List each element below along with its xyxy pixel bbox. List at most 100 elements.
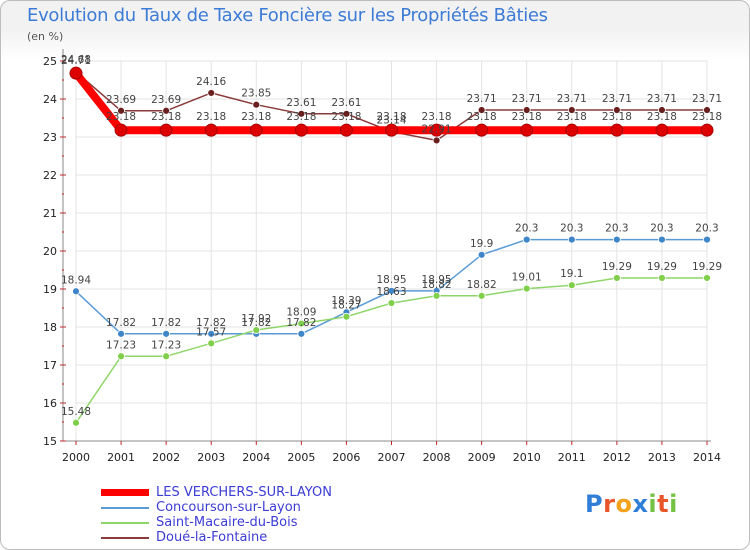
data-point xyxy=(522,284,531,293)
data-point xyxy=(567,281,576,290)
data-label: 20.3 xyxy=(650,223,673,235)
data-label: 23.71 xyxy=(692,93,722,105)
y-tick-label: 15 xyxy=(43,435,57,448)
data-label: 17.23 xyxy=(151,339,181,351)
data-label: 17.82 xyxy=(151,317,181,329)
data-label: 17.82 xyxy=(286,317,316,329)
data-point xyxy=(612,106,621,114)
data-point xyxy=(162,329,171,338)
data-point xyxy=(658,106,666,114)
data-label: 23.71 xyxy=(602,93,632,105)
data-label: 23.18 xyxy=(196,111,226,123)
data-label: 23.18 xyxy=(602,111,632,123)
data-label: 23.14 xyxy=(376,115,406,127)
data-point xyxy=(117,352,125,361)
logo-letter: x xyxy=(632,490,649,518)
line-chart: 15 16 17 18 19 20 21 22 23 24 25 2000 2001 2002 2003 20… xyxy=(43,49,722,464)
data-label: 20.3 xyxy=(605,223,628,235)
data-label: 18.27 xyxy=(331,300,361,312)
data-point xyxy=(475,123,489,137)
data-label: 24.68 xyxy=(61,54,91,66)
data-label: 18.94 xyxy=(61,274,91,286)
x-tick-label: 2002 xyxy=(152,451,180,464)
data-point xyxy=(249,123,263,137)
data-point xyxy=(159,123,173,137)
data-label: 23.18 xyxy=(286,111,316,123)
logo-letter: i xyxy=(669,490,678,518)
data-point xyxy=(477,291,486,300)
data-point xyxy=(297,109,306,118)
x-tick-label: 2008 xyxy=(423,451,451,464)
y-tick-label: 23 xyxy=(43,131,57,144)
data-point xyxy=(207,339,216,348)
data-label: 20.3 xyxy=(695,223,718,235)
x-tick-label: 2012 xyxy=(603,451,631,464)
x-tick-label: 2011 xyxy=(558,451,586,464)
data-label: 23.18 xyxy=(692,111,722,123)
data-point xyxy=(294,123,308,137)
data-label: 24.16 xyxy=(196,76,226,88)
data-label: 18.09 xyxy=(286,307,316,319)
data-label: 19.29 xyxy=(602,261,632,273)
data-point xyxy=(297,319,306,328)
data-label: 19.29 xyxy=(692,261,722,273)
data-point xyxy=(703,235,711,244)
data-label: 23.61 xyxy=(331,97,361,109)
data-label: 17.82 xyxy=(196,317,226,329)
legend-swatch xyxy=(101,537,149,539)
data-point xyxy=(204,123,218,137)
logo-letter: i xyxy=(648,490,658,518)
x-tick-label: 2004 xyxy=(242,451,270,464)
data-label: 17.82 xyxy=(106,317,136,329)
data-label: 19.01 xyxy=(512,272,542,284)
data-point xyxy=(610,123,624,137)
data-point xyxy=(207,329,216,338)
x-tick-label: 2009 xyxy=(468,451,496,464)
data-point xyxy=(432,291,441,300)
data-label: 23.18 xyxy=(422,111,452,123)
data-point xyxy=(565,123,579,137)
data-label: 23.18 xyxy=(512,111,542,123)
data-point xyxy=(117,106,125,115)
data-label: 23.18 xyxy=(557,111,587,123)
data-label: 17.92 xyxy=(241,313,271,325)
data-point xyxy=(252,326,261,334)
data-label: 23.71 xyxy=(512,93,542,105)
data-label: 19.29 xyxy=(647,261,677,273)
data-point xyxy=(117,329,125,338)
data-label: 15.48 xyxy=(61,406,91,418)
legend-swatch xyxy=(101,489,149,496)
data-point xyxy=(477,106,486,114)
data-label: 23.18 xyxy=(647,111,677,123)
data-point xyxy=(252,100,261,109)
legend-label: LES VERCHERS-SUR-LAYON xyxy=(156,485,332,500)
data-label: 18.82 xyxy=(467,279,497,291)
data-point xyxy=(69,66,83,80)
data-label: 23.69 xyxy=(106,94,136,106)
data-point xyxy=(114,123,128,137)
data-label: 23.18 xyxy=(151,111,181,123)
legend-label: Concourson-sur-Layon xyxy=(156,500,301,515)
data-point xyxy=(162,106,171,115)
data-label: 20.3 xyxy=(560,223,583,235)
logo-letter: P xyxy=(585,490,604,518)
x-tick-label: 2001 xyxy=(107,451,135,464)
x-tick-label: 2006 xyxy=(332,451,360,464)
data-point xyxy=(385,123,398,137)
data-label: 18.63 xyxy=(376,286,406,298)
proxiti-logo: Proxiti xyxy=(585,490,678,518)
x-tick-label: 2010 xyxy=(513,451,541,464)
x-tick-label: 2007 xyxy=(378,451,406,464)
data-label: 23.71 xyxy=(557,93,587,105)
data-point xyxy=(703,274,711,282)
data-label: 23.71 xyxy=(647,93,677,105)
data-point xyxy=(430,123,444,137)
data-point xyxy=(703,106,711,114)
chart-title: Evolution du Taux de Taxe Foncière sur l… xyxy=(27,5,548,26)
y-tick-label: 25 xyxy=(43,55,57,68)
data-label: 23.18 xyxy=(241,111,271,123)
data-point xyxy=(567,106,576,114)
data-point xyxy=(72,287,80,296)
data-label: 18.39 xyxy=(331,295,361,307)
data-label: 20.3 xyxy=(515,223,538,235)
